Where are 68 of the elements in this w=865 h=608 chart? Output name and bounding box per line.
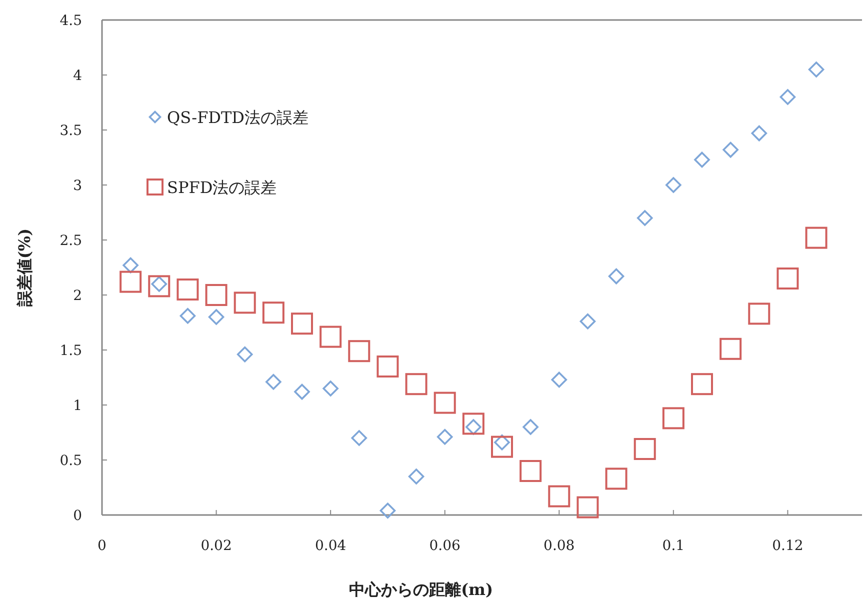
point (776, 268, 799, 290)
x-tick-label: 0 (98, 538, 106, 554)
y-tick-label: 0.5 (60, 453, 82, 469)
y-tick-label: 4 (73, 68, 82, 84)
point (262, 302, 284, 324)
point (405, 373, 428, 396)
point (434, 392, 456, 414)
point (608, 268, 624, 284)
point (808, 62, 824, 78)
x-tick-label: 0.08 (544, 538, 575, 554)
point (666, 177, 682, 193)
x-tick-label: 0.04 (314, 538, 346, 554)
point (120, 270, 142, 293)
point (636, 210, 653, 226)
point (236, 346, 253, 362)
x-axis-title: 中心からの距離(m) (348, 580, 494, 599)
point (320, 326, 342, 348)
point (322, 380, 338, 396)
point (691, 373, 713, 396)
point (694, 152, 710, 168)
point (780, 89, 796, 105)
point (548, 485, 570, 508)
point (205, 284, 228, 306)
y-tick-label: 3 (73, 178, 82, 194)
point (376, 356, 399, 378)
point (720, 338, 742, 360)
y-tick-label: 1 (73, 398, 82, 414)
point (176, 278, 199, 300)
x-tick-label: 0.02 (200, 538, 232, 554)
point (148, 275, 170, 298)
x-tick-label: 0.06 (429, 538, 461, 554)
point (208, 309, 224, 325)
point (380, 502, 396, 518)
point (351, 430, 368, 446)
point (180, 308, 196, 324)
x-tick-label: 0.12 (772, 538, 804, 554)
y-tick-label: 4.5 (60, 13, 82, 29)
point (634, 438, 656, 460)
point (491, 436, 513, 458)
point (266, 374, 282, 390)
y-tick-label: 1.5 (60, 343, 82, 359)
point (551, 372, 568, 388)
x-tick-label: 0.1 (662, 538, 685, 554)
point (294, 384, 310, 400)
y-tick-label: 2 (73, 288, 82, 304)
point (408, 468, 424, 484)
point (122, 257, 138, 274)
point (662, 407, 684, 430)
point (520, 460, 542, 482)
point (805, 226, 828, 249)
point (234, 292, 256, 314)
point (462, 412, 484, 435)
y-tick-label: 3.5 (60, 123, 82, 139)
point (751, 125, 768, 142)
point (576, 496, 599, 518)
y-tick-label: 2.5 (60, 233, 82, 249)
point (522, 419, 538, 435)
y-tick-label: 0 (73, 508, 82, 524)
legend-label: SPFD法の誤差 (167, 178, 277, 197)
point (748, 302, 770, 325)
legend-label: QS-FDTD法の誤差 (167, 108, 308, 127)
point (348, 340, 370, 362)
point (605, 468, 628, 490)
point (436, 429, 453, 445)
point (722, 142, 738, 158)
point (580, 314, 596, 330)
y-axis-title: 誤差値(%) (15, 228, 34, 308)
point (291, 312, 313, 335)
